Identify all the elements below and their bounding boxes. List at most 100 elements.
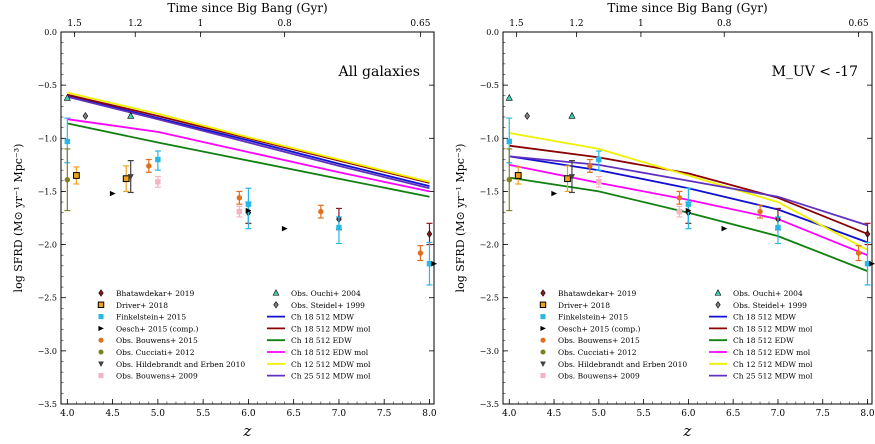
data-point-obs-steidel-1999	[82, 112, 89, 120]
data-point-obs-hildebrandt-and-erben-2010	[127, 174, 134, 180]
legend-marker-obs-bouwens-2015	[540, 337, 546, 343]
x-tick-label: 6.0	[681, 409, 696, 419]
data-point-finkelstein-2015	[64, 138, 71, 145]
data-point-obs-ouchi-2004	[568, 111, 576, 119]
legend-marker-obs-bouwens-2015	[98, 337, 104, 343]
x-tick-label: 5.5	[196, 409, 211, 419]
data-point-obs-bouwens-2009	[236, 208, 243, 215]
data-point-driver-2018	[514, 172, 522, 179]
data-point-driver-2018	[564, 175, 571, 183]
data-point-finkelstein-2015	[864, 260, 871, 267]
simulation-lines	[67, 91, 430, 198]
y-axis-title: log SFRD (M⊙ yr⁻¹ Mpc⁻³)	[12, 144, 25, 293]
top-tick-label: 0.65	[410, 19, 430, 29]
series-line-ch-18-512-mdw-mol	[509, 144, 868, 235]
x-tick-label: 5.0	[151, 409, 166, 419]
panel-annotation: M_UV < -17	[772, 64, 858, 80]
series-line-ch-18-512-edw	[67, 122, 430, 198]
y-tick-label: −1.0	[480, 134, 499, 143]
x-tick-label: 7.0	[771, 409, 786, 419]
data-point-bhatawdekar-2019	[426, 230, 433, 238]
data-point-oesch-2015-comp	[869, 260, 875, 267]
data-point-oesch-2015-comp	[109, 190, 116, 197]
data-point-obs-bouwens-2015	[587, 163, 593, 169]
x-tick-label: 6.0	[241, 409, 256, 419]
data-point-obs-cucciati-2012	[506, 177, 512, 183]
data-point-finkelstein-2015	[336, 224, 342, 231]
x-tick-label: 7.0	[332, 409, 347, 419]
legend-marker-obs-hildebrandt-and-erben-2010	[540, 361, 546, 367]
y-tick-label: −3.5	[480, 400, 499, 409]
legend-label: Finkelstein+ 2015	[558, 313, 628, 322]
legend-marker-bhatawdekar-2019	[540, 289, 546, 297]
data-point-finkelstein-2015	[245, 201, 252, 207]
legend-marker-obs-ouchi-2004	[714, 289, 722, 296]
y-tick-label: −0.5	[38, 81, 57, 90]
y-tick-label: −2.0	[38, 241, 57, 250]
top-tick-label: 0.65	[849, 19, 869, 29]
legend-label: Obs. Ouchi+ 2004	[733, 289, 803, 298]
x-tick-label: 5.5	[636, 409, 651, 419]
top-tick-label: 1	[638, 19, 644, 29]
legend-marker-obs-bouwens-2009	[540, 373, 546, 379]
y-tick-label: 0.0	[44, 28, 57, 37]
data-point-finkelstein-2015	[155, 156, 161, 163]
legend-label: Obs. Bouwens+ 2015	[116, 336, 198, 345]
data-point-oesch-2015-comp	[281, 225, 288, 232]
legend-label: Obs. Bouwens+ 2009	[558, 372, 640, 381]
legend-label: Finkelstein+ 2015	[116, 313, 186, 322]
legend-marker-obs-hildebrandt-and-erben-2010	[98, 361, 104, 367]
x-tick-label: 6.5	[287, 409, 302, 419]
legend-marker-finkelstein-2015	[98, 314, 104, 320]
data-point-obs-bouwens-2015	[417, 250, 424, 256]
x-tick-label: 4.5	[547, 409, 562, 419]
data-point-oesch-2015-comp	[551, 190, 558, 197]
top-axis-title: Time since Big Bang (Gyr)	[607, 1, 767, 15]
data-point-obs-steidel-1999	[524, 112, 530, 120]
legend-label: Ch 18 512 EDW	[733, 336, 794, 345]
x-axis-title: z	[243, 422, 252, 440]
legend-label: Obs. Cucciati+ 2012	[116, 348, 195, 357]
legend-label: Bhatawdekar+ 2019	[558, 289, 637, 298]
data-point-finkelstein-2015	[685, 201, 692, 207]
legend-marker-obs-cucciati-2012	[98, 349, 104, 355]
top-tick-label: 1.5	[509, 19, 524, 29]
legend-marker-obs-cucciati-2012	[540, 349, 546, 355]
y-tick-label: −3.0	[38, 347, 57, 356]
y-tick-label: −0.5	[480, 81, 499, 90]
x-tick-label: 5.0	[592, 409, 607, 419]
legend-label: Driver+ 2018	[558, 301, 610, 310]
x-tick-label: 8.0	[860, 409, 875, 419]
legend-label: Ch 25 512 MDW mol	[733, 372, 813, 381]
top-axis-title: Time since Big Bang (Gyr)	[167, 1, 327, 15]
legend: Bhatawdekar+ 2019 Driver+ 2018 Finkelstein…	[97, 289, 371, 381]
y-axis-title: log SFRD (M⊙ yr⁻¹ Mpc⁻³)	[454, 144, 467, 293]
legend-marker-obs-steidel-1999	[715, 301, 721, 309]
data-point-oesch-2015-comp	[431, 260, 438, 267]
legend-label: Ch 18 512 MDW	[733, 313, 796, 322]
top-tick-label: 1.2	[569, 19, 583, 29]
legend-marker-driver-2018	[539, 301, 547, 309]
data-point-bhatawdekar-2019	[864, 230, 871, 238]
legend-label: Obs. Hildebrandt and Erben 2010	[116, 360, 245, 369]
y-tick-label: −2.5	[480, 294, 499, 303]
data-point-obs-bouwens-2015	[236, 195, 243, 201]
legend-label: Driver+ 2018	[116, 301, 168, 310]
x-axis-title: z	[683, 422, 692, 440]
y-tick-label: −1.5	[38, 187, 57, 196]
x-tick-label: 4.0	[502, 409, 517, 419]
series-line-ch-18-512-edw-mol	[67, 118, 430, 193]
plot-frame	[502, 31, 873, 405]
series-line-ch-25-512-mdw-mol	[67, 95, 430, 190]
legend-label: Ch 18 512 EDW mol	[733, 348, 811, 357]
data-point-finkelstein-2015	[506, 138, 512, 145]
legend: Bhatawdekar+ 2019 Driver+ 2018 Finkelstein…	[539, 289, 813, 381]
data-point-driver-2018	[73, 172, 80, 179]
series-line-ch-18-512-mdw-mol	[67, 93, 430, 184]
data-point-oesch-2015-comp	[245, 207, 252, 214]
data-point-obs-hildebrandt-and-erben-2010	[568, 174, 576, 180]
data-point-obs-cucciati-2012	[64, 177, 71, 183]
data-point-oesch-2015-comp	[685, 207, 692, 214]
data-point-obs-bouwens-2015	[676, 195, 683, 201]
chart-panel-2: 4.0 4.5 5.0 5.5 6.0 6.5 7.0 7.5 8.0 0.0 −0.5 −1.0 −1…	[454, 1, 875, 440]
